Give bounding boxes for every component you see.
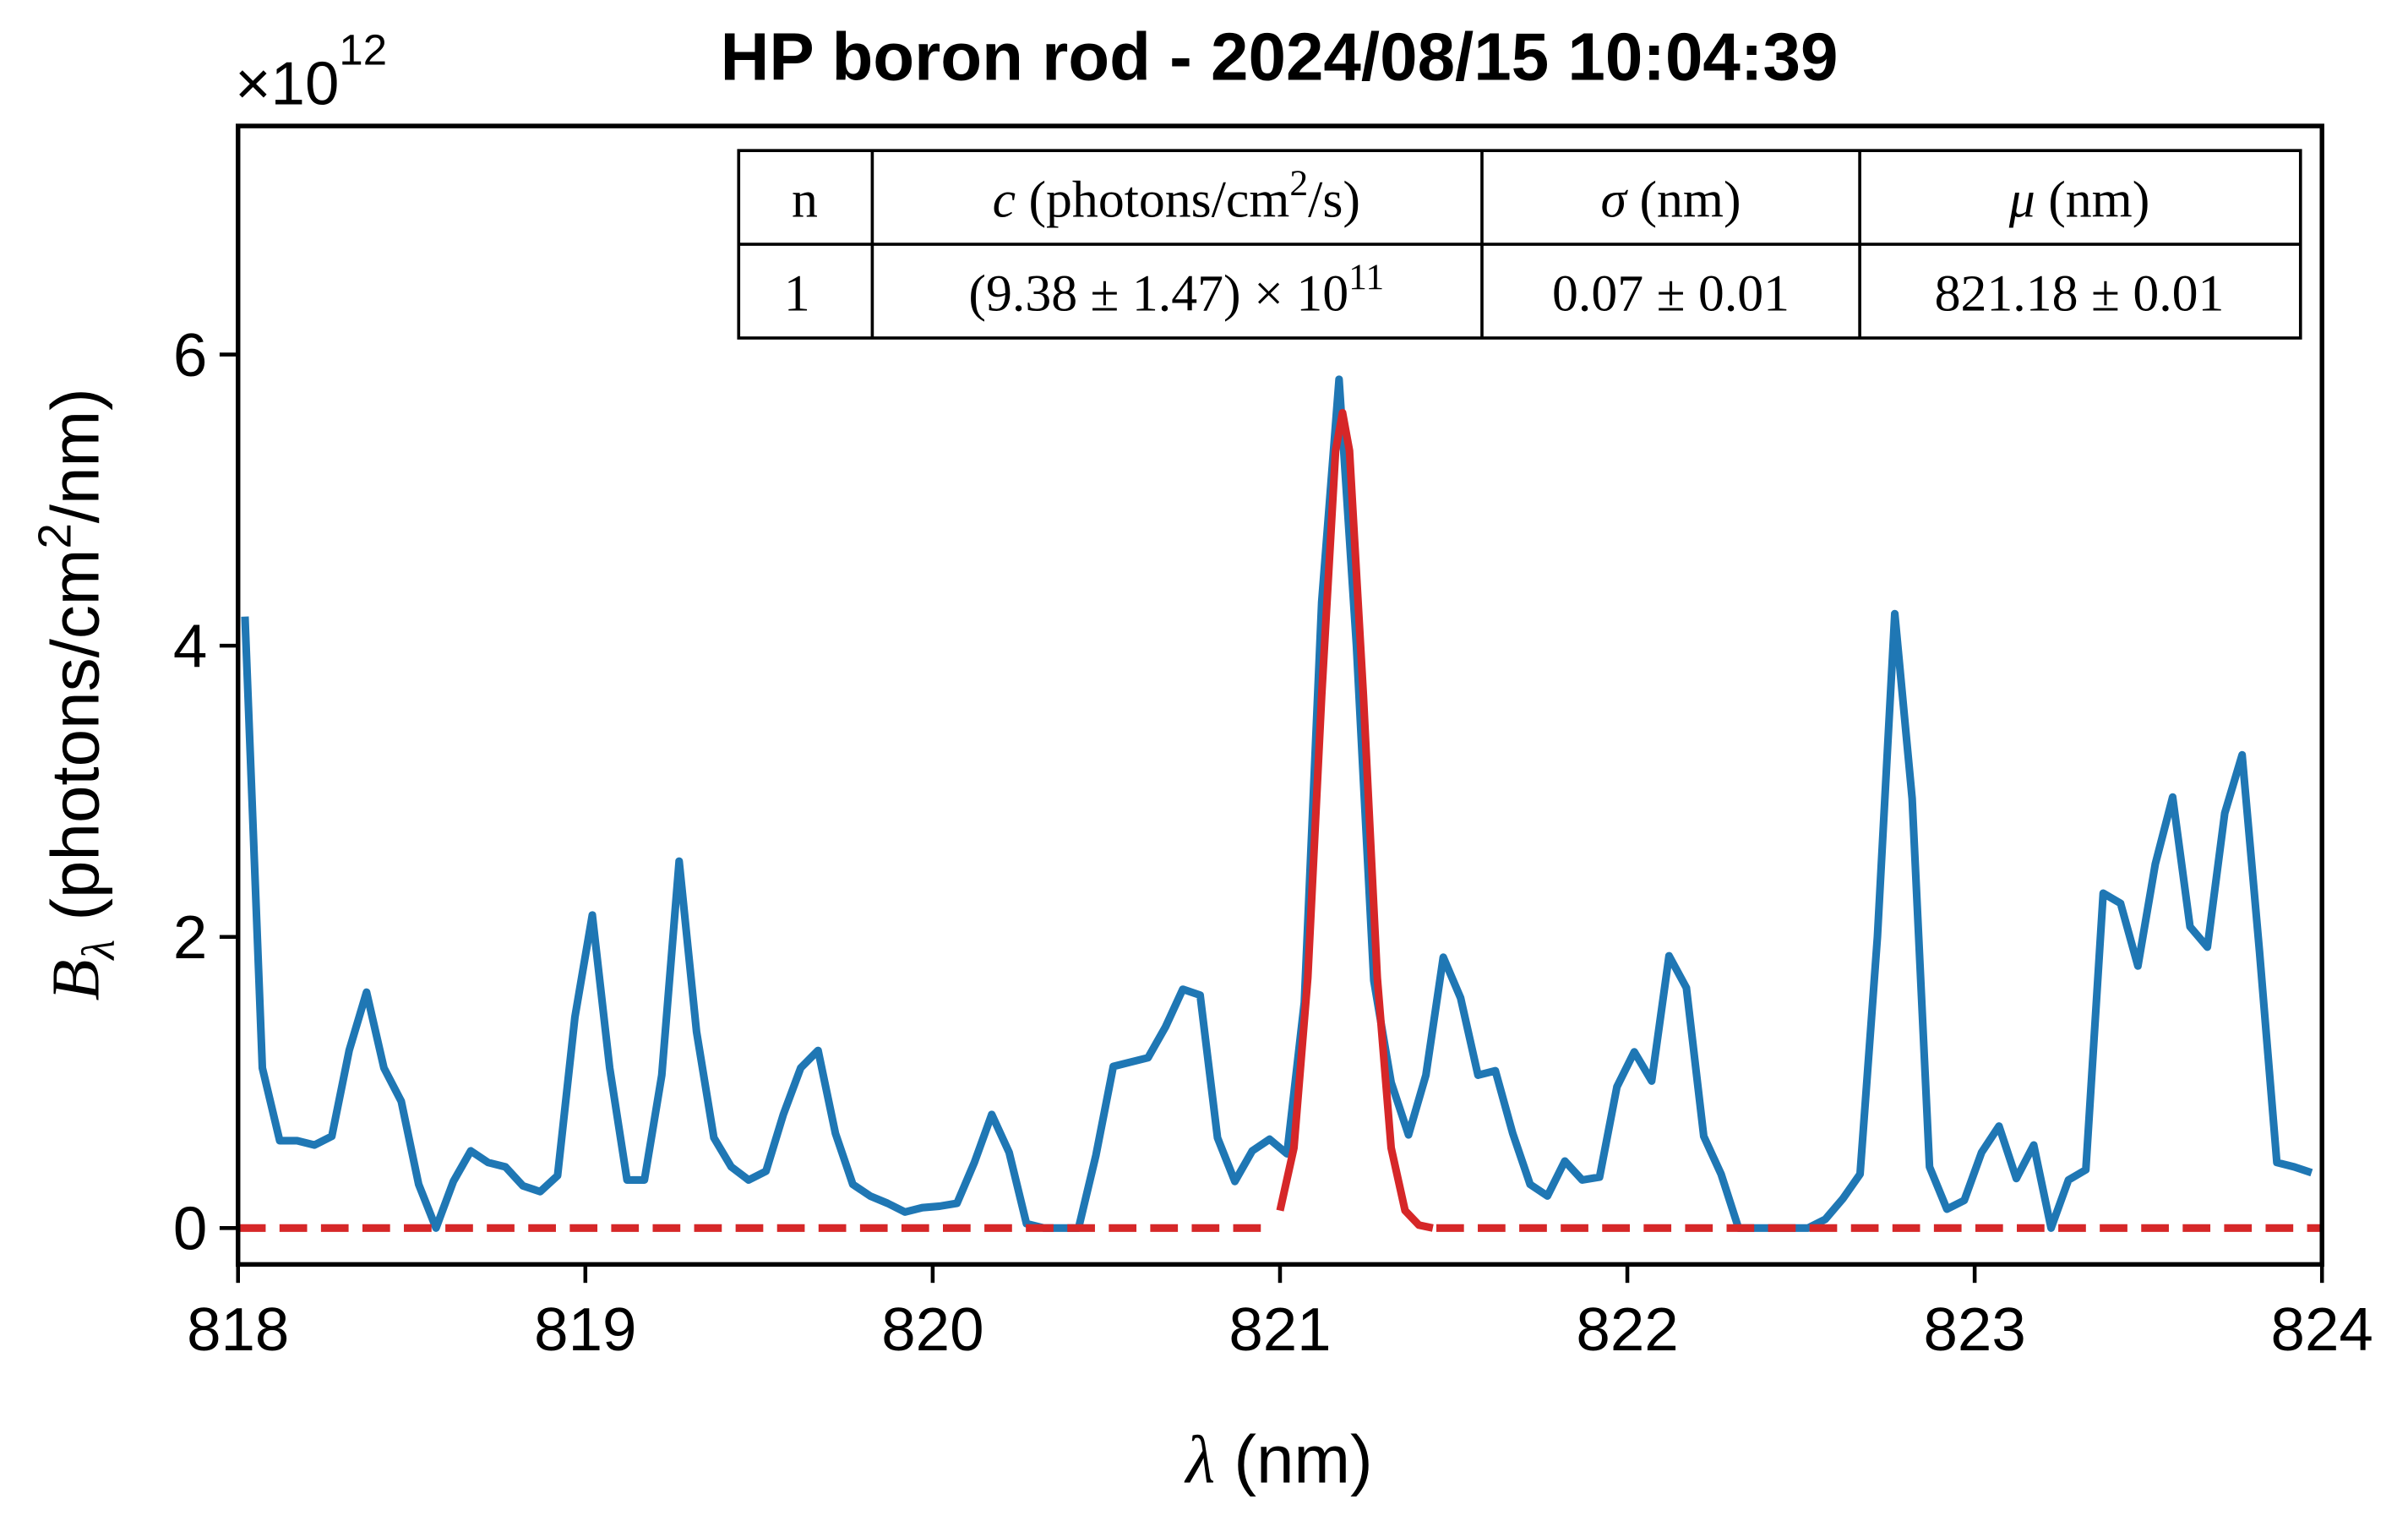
plot-area: 818 819 820 821 822 823 824 0 2 4 6	[173, 123, 2373, 1364]
header-symbol: σ	[1601, 171, 1629, 228]
cell-text: 0.07 ± 0.01	[1552, 264, 1790, 322]
header-symbol: c	[993, 171, 1016, 228]
x-label-unit: (nm)	[1215, 1422, 1373, 1497]
table-header: μ (nm)	[2008, 171, 2150, 228]
x-tick-label: 821	[1229, 1295, 1331, 1364]
data-line	[241, 375, 2313, 1232]
x-label-symbol: λ	[1184, 1424, 1215, 1498]
cell-text: (9.38 ± 1.47) × 10	[968, 264, 1348, 322]
multiplier-base: ×10	[235, 50, 339, 118]
cell-superscript: 11	[1348, 257, 1384, 297]
table-cell: 821.18 ± 0.01	[1935, 264, 2225, 322]
header-text: n	[792, 171, 818, 228]
fit-table: n c (photons/cm2/s) σ (nm) μ (nm) 1 (9.3…	[737, 149, 2302, 340]
x-tick-label: 819	[534, 1295, 636, 1364]
series-group	[237, 375, 2323, 1232]
cell-text: 1	[784, 264, 810, 322]
header-superscript: 2	[1289, 163, 1308, 204]
header-text: (nm)	[2035, 171, 2150, 228]
plot-frame	[236, 123, 2324, 1268]
y-tick-label: 0	[173, 1195, 207, 1263]
y-tick-label: 2	[173, 903, 207, 972]
y-label-unit: (photons/cm	[37, 549, 112, 940]
table-header: n	[792, 171, 818, 228]
x-tick-label: 824	[2271, 1295, 2373, 1364]
table-cell: 1	[784, 264, 810, 322]
y-label-subscript: λ	[73, 940, 124, 962]
chart-title: HP boron rod - 2024/08/15 10:04:39	[721, 19, 1839, 95]
x-tick-label: 820	[881, 1295, 983, 1364]
axis-multiplier: ×1012	[235, 25, 387, 117]
multiplier-exponent: 12	[339, 25, 387, 74]
y-tick-label: 4	[173, 613, 207, 681]
table-header: c (photons/cm2/s)	[993, 163, 1360, 228]
cell-text: 821.18 ± 0.01	[1935, 264, 2225, 322]
x-tick-label: 818	[187, 1295, 289, 1364]
x-tick-label: 823	[1923, 1295, 2025, 1364]
header-text: /s)	[1308, 171, 1360, 228]
header-text: (nm)	[1626, 171, 1741, 228]
header-text: (photons/cm	[1016, 171, 1289, 228]
y-tick-label: 6	[173, 321, 207, 390]
x-axis-label: λ (nm)	[1184, 1422, 1372, 1498]
table-header: σ (nm)	[1601, 171, 1741, 228]
data-line	[1276, 408, 1434, 1232]
y-axis-label: Bλ (photons/cm2/nm)	[30, 388, 124, 1000]
table-cell: 0.07 ± 0.01	[1552, 264, 1790, 322]
table-cell: (9.38 ± 1.47) × 1011	[968, 257, 1384, 322]
header-symbol: μ	[2008, 171, 2035, 228]
x-tick-label: 822	[1576, 1295, 1678, 1364]
y-label-unit-end: /nm)	[37, 388, 112, 523]
y-label-superscript: 2	[30, 523, 81, 548]
y-label-symbol: B	[39, 960, 113, 1001]
